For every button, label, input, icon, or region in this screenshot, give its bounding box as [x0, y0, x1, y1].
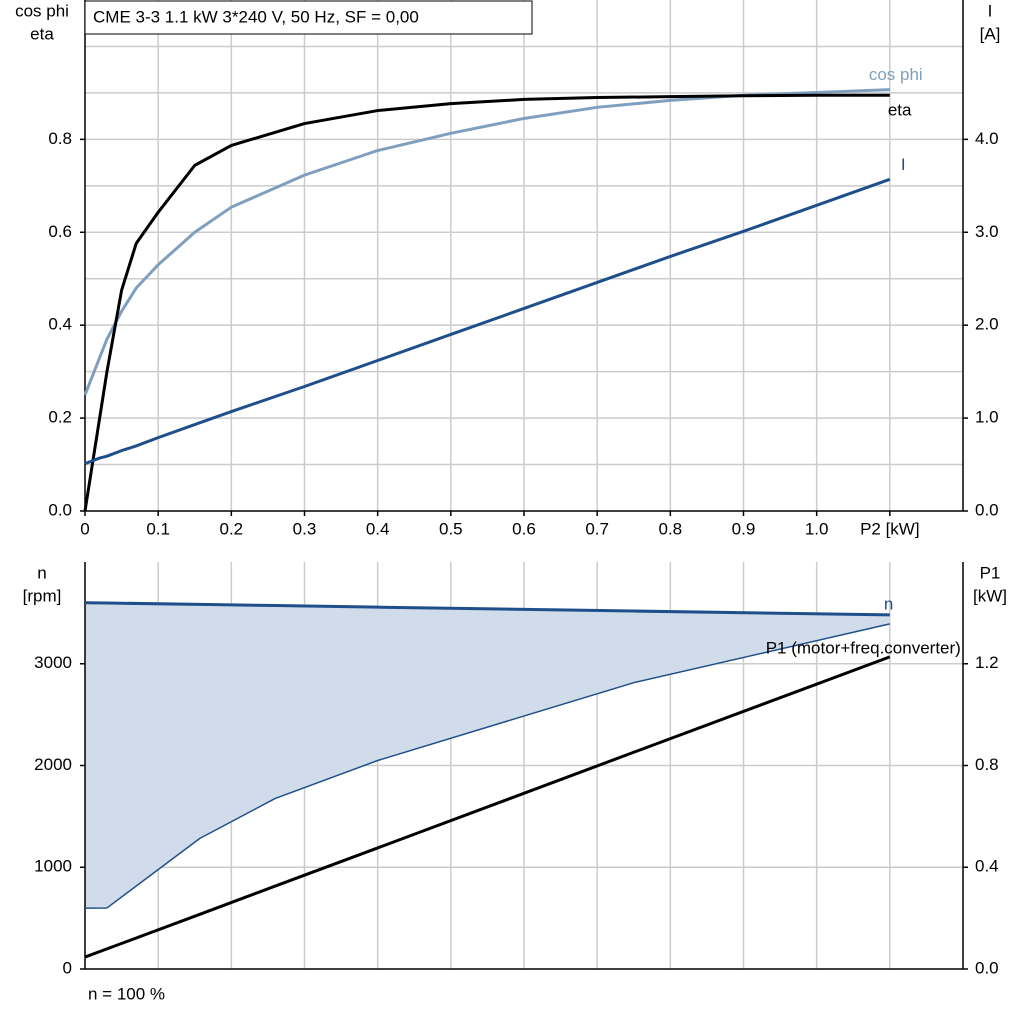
- y2-tick-label: 0.4: [975, 857, 999, 876]
- y2-tick-label: 0.0: [975, 958, 999, 977]
- footnote: n = 100 %: [88, 984, 165, 1003]
- y2-axis-label: [A]: [980, 24, 1001, 43]
- y-tick-label: 0.6: [48, 222, 72, 241]
- y-tick-label: 0: [63, 958, 72, 977]
- y2-tick-label: 2.0: [975, 315, 999, 334]
- x-tick-label: 0.3: [293, 519, 317, 538]
- series-line: [83, 93, 890, 512]
- y2-tick-label: 0.8: [975, 755, 999, 774]
- series-label: I: [901, 155, 906, 174]
- x-tick-label: 0.7: [585, 519, 609, 538]
- x-tick-label: 1.0: [805, 519, 829, 538]
- y-tick-label: 3000: [34, 653, 72, 672]
- series-label: P1 (motor+freq.converter): [766, 638, 961, 657]
- x-tick-label: 0: [80, 519, 89, 538]
- series-line: [84, 177, 891, 466]
- y2-tick-label: 0.0: [975, 500, 999, 519]
- x-tick-label: 0.6: [512, 519, 536, 538]
- y2-tick-label: 1.0: [975, 408, 999, 427]
- x-tick-label: P2 [kW]: [860, 519, 920, 538]
- y-tick-label: 1000: [34, 857, 72, 876]
- x-tick-label: 0.9: [732, 519, 756, 538]
- series-label: n: [884, 594, 893, 613]
- y2-tick-label: 4.0: [975, 129, 999, 148]
- y2-tick-label: 3.0: [975, 222, 999, 241]
- series-line: [84, 601, 890, 617]
- x-tick-label: 0.1: [146, 519, 170, 538]
- x-tick-label: 0.4: [366, 519, 390, 538]
- y-tick-label: 2000: [34, 755, 72, 774]
- series-line: [84, 623, 891, 909]
- y-axis-label: eta: [30, 24, 54, 43]
- y-axis-label: [rpm]: [23, 586, 62, 605]
- range-band: [85, 602, 890, 909]
- y-tick-label: 0.2: [48, 408, 72, 427]
- y2-axis-label: I: [988, 1, 993, 20]
- series-label: eta: [888, 101, 912, 120]
- y-axis-label: n: [37, 563, 46, 582]
- y-tick-label: 0.0: [48, 500, 72, 519]
- y-tick-label: 0.4: [48, 315, 72, 334]
- y2-axis-label: P1: [980, 563, 1001, 582]
- series-line: [84, 655, 891, 959]
- y-tick-label: 0.8: [48, 129, 72, 148]
- x-tick-label: 0.8: [659, 519, 683, 538]
- y2-tick-label: 1.2: [975, 653, 999, 672]
- y2-axis-label: [kW]: [973, 586, 1007, 605]
- x-tick-label: 0.2: [220, 519, 244, 538]
- chart-title: CME 3-3 1.1 kW 3*240 V, 50 Hz, SF = 0,00: [93, 7, 419, 26]
- y-axis-label: cos phi: [15, 1, 69, 20]
- series-line: [83, 88, 890, 396]
- series-label: cos phi: [869, 65, 923, 84]
- x-tick-label: 0.5: [439, 519, 463, 538]
- title-box: [84, 0, 533, 35]
